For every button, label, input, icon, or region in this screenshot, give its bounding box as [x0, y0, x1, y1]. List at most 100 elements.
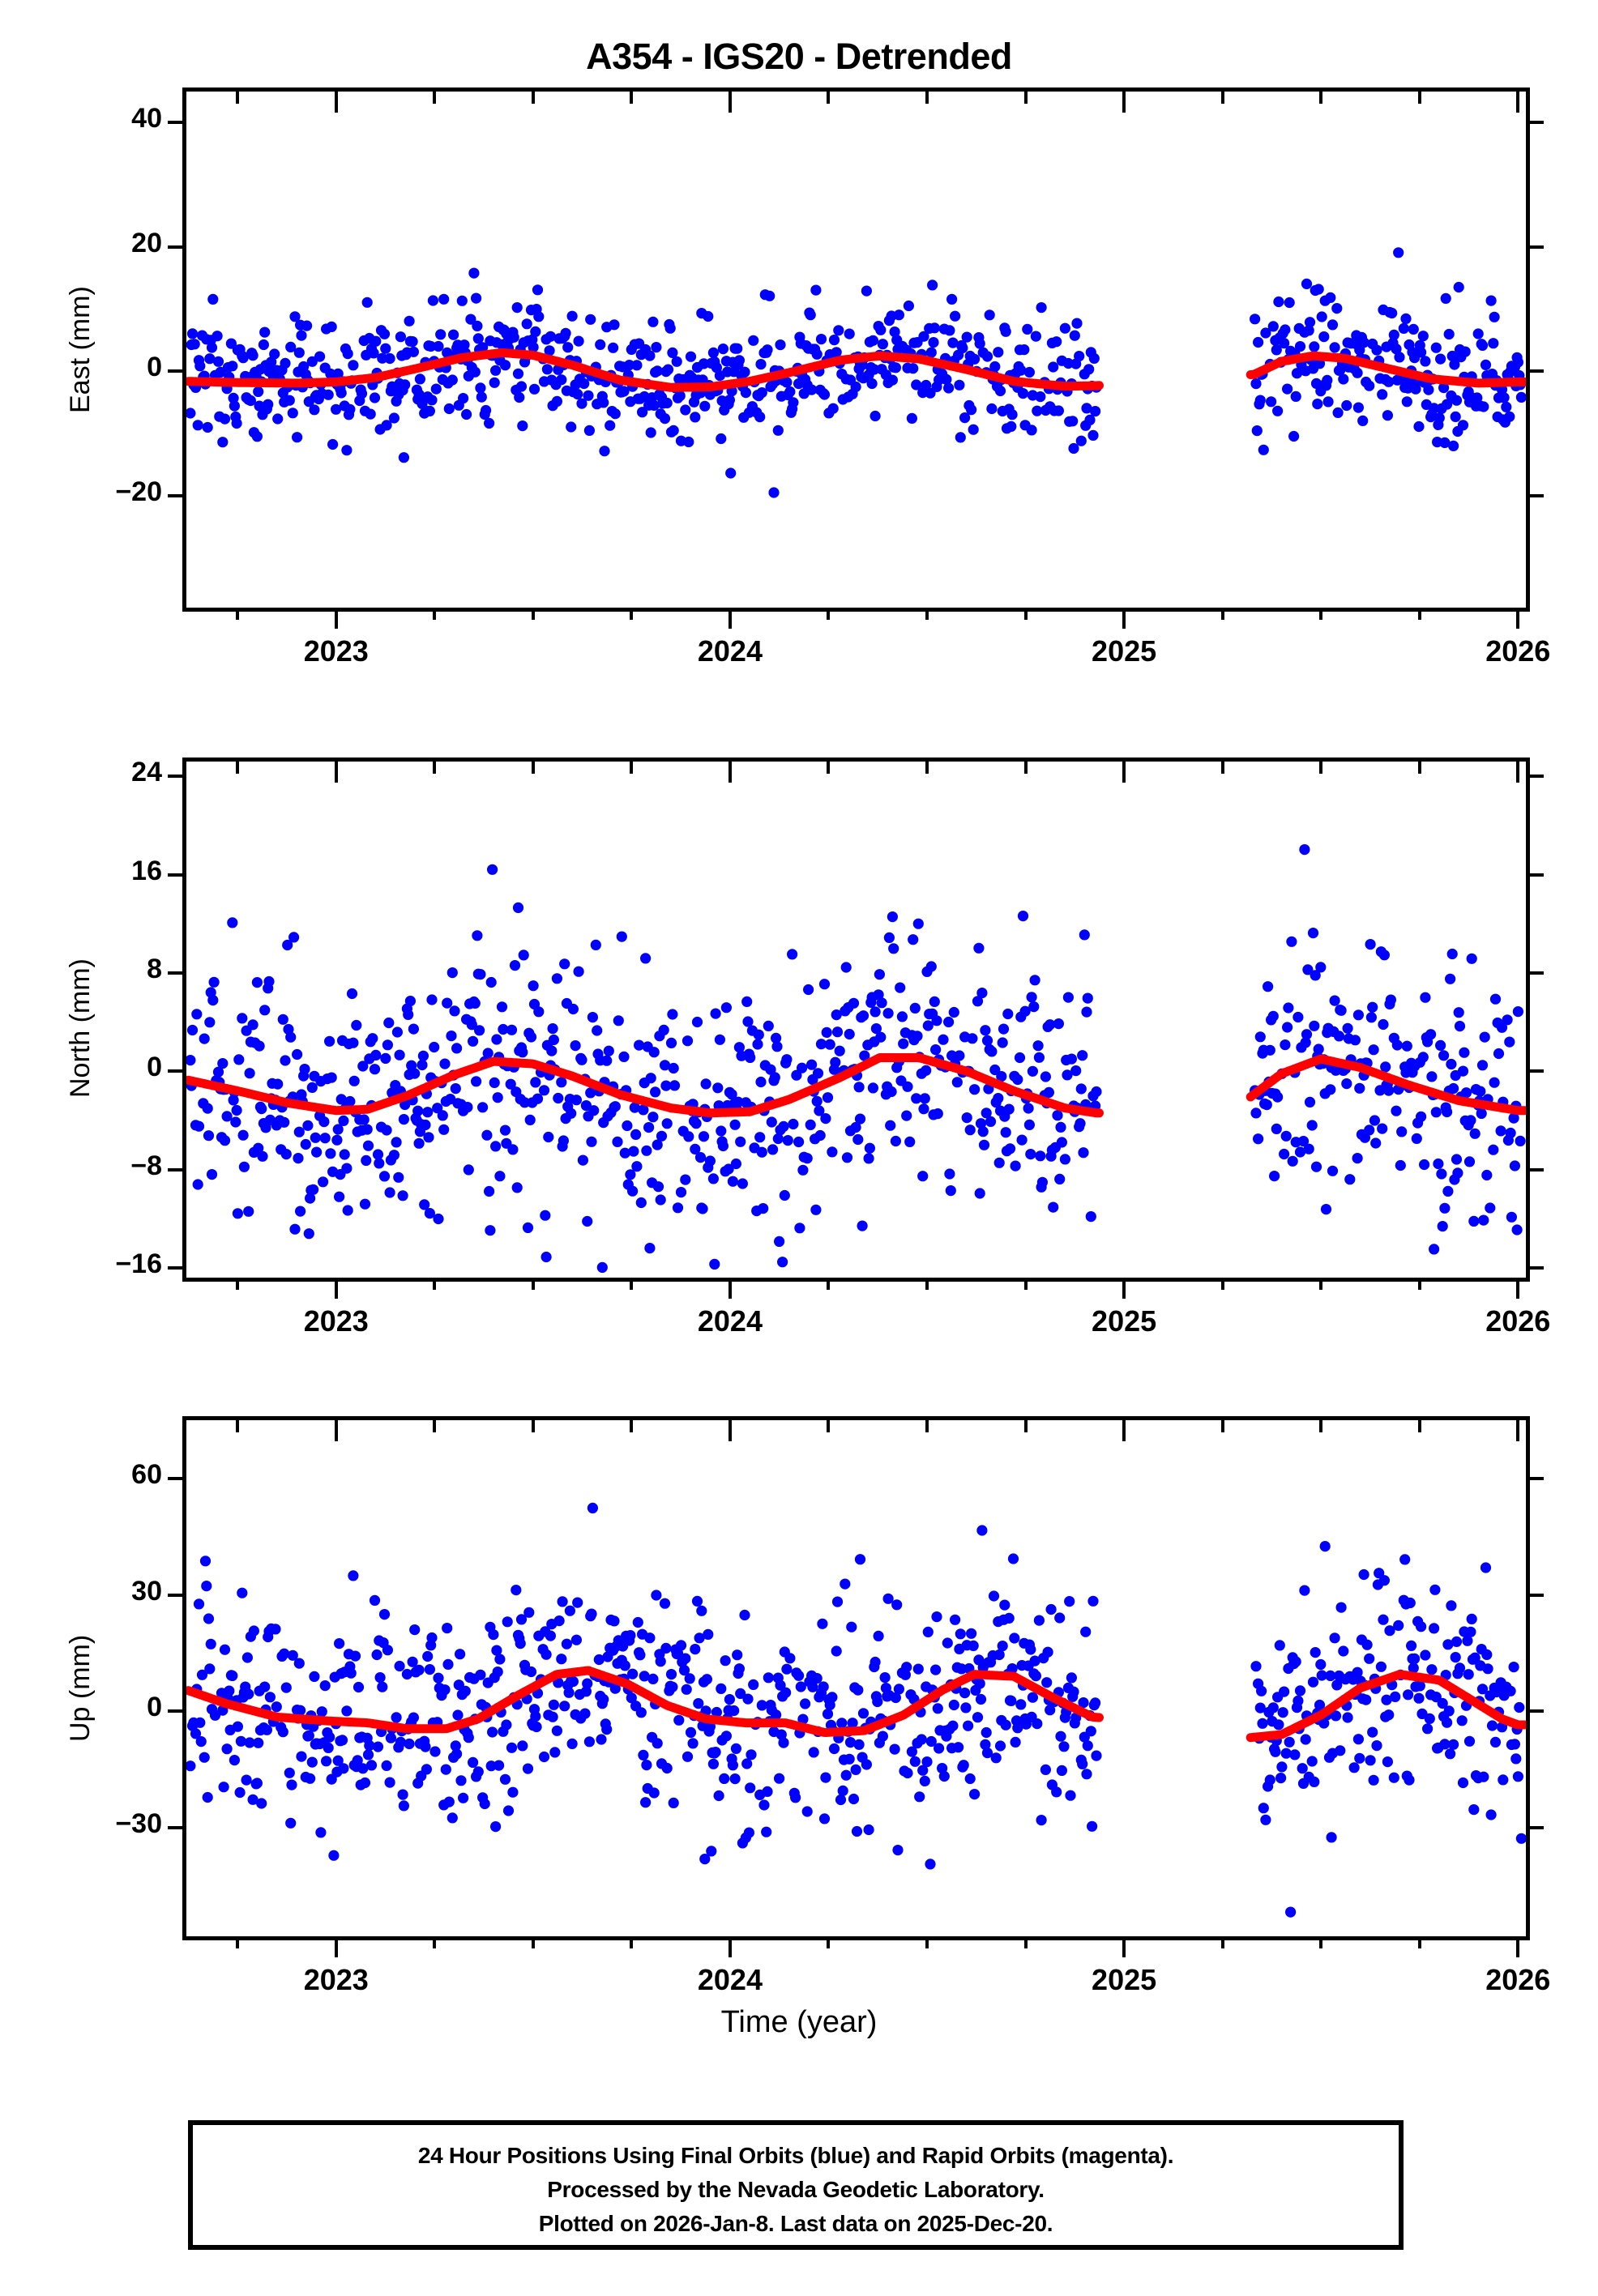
model-curve-east: [186, 348, 1104, 392]
x-tick-label: 2024: [697, 1963, 763, 1996]
x-tick-mark-minor: [531, 1278, 535, 1290]
y-tick-label: 30: [131, 1575, 162, 1607]
x-tick-mark-minor: [433, 762, 437, 774]
x-tick-mark-minor: [433, 1420, 437, 1432]
y-tick-label: 16: [131, 855, 162, 886]
x-tick-mark-minor: [531, 762, 535, 774]
y-tick-label: 40: [131, 103, 162, 134]
y-tick-label: 0: [147, 352, 162, 383]
y-tick-mark: [1526, 775, 1544, 779]
y-tick-mark: [168, 245, 186, 249]
x-tick-mark-minor: [433, 608, 437, 620]
x-tick-label: 2023: [303, 1304, 369, 1338]
page-title: A354 - IGS20 - Detrended: [586, 36, 1012, 77]
y-tick-mark: [1526, 1825, 1544, 1829]
y-tick-mark: [168, 1709, 186, 1713]
y-tick-mark: [1526, 493, 1544, 497]
x-tick-mark-minor: [531, 608, 535, 620]
x-tick-mark-major: [728, 608, 732, 629]
y-tick-label: 24: [131, 757, 162, 788]
plot-area-east: [186, 92, 1526, 608]
x-tick-mark-minor: [1319, 762, 1323, 774]
x-tick-mark-minor: [1319, 92, 1323, 104]
y-axis-title-east: East (mm): [65, 286, 96, 413]
y-tick-label: −16: [115, 1248, 162, 1279]
y-tick-mark: [168, 121, 186, 125]
plot-area-up: [186, 1420, 1526, 1936]
x-tick-mark-major: [1516, 92, 1520, 113]
x-tick-mark-major: [728, 1420, 732, 1441]
y-tick-mark: [168, 1593, 186, 1597]
x-tick-mark-minor: [925, 1936, 929, 1948]
footer-caption-box: 24 Hour Positions Using Final Orbits (bl…: [188, 2120, 1404, 2250]
x-tick-mark-minor: [433, 1936, 437, 1948]
y-tick-mark: [1526, 121, 1544, 125]
x-tick-mark-minor: [630, 608, 634, 620]
x-tick-mark-major: [334, 762, 338, 783]
x-tick-mark-minor: [1220, 1936, 1224, 1948]
x-tick-mark-minor: [827, 92, 831, 104]
x-tick-mark-minor: [1023, 608, 1028, 620]
y-axis-title-up: Up (mm): [65, 1634, 96, 1742]
x-tick-mark-minor: [433, 1278, 437, 1290]
x-tick-mark-minor: [1417, 92, 1421, 104]
x-tick-mark-minor: [630, 1936, 634, 1948]
x-tick-label: 2025: [1092, 1963, 1157, 1996]
x-tick-mark-major: [1122, 762, 1126, 783]
x-tick-mark-minor: [236, 92, 240, 104]
x-tick-mark-minor: [1319, 1278, 1323, 1290]
footer-line-2: Processed by the Nevada Geodetic Laborat…: [547, 2177, 1045, 2202]
x-tick-mark-major: [334, 1936, 338, 1957]
x-tick-mark-minor: [827, 1278, 831, 1290]
y-tick-label: 20: [131, 227, 162, 258]
x-tick-mark-minor: [1023, 1936, 1028, 1948]
x-tick-mark-major: [1122, 608, 1126, 629]
x-tick-mark-minor: [1319, 1936, 1323, 1948]
x-tick-mark-minor: [1220, 762, 1224, 774]
x-tick-mark-major: [1516, 1936, 1520, 1957]
footer-line-1: 24 Hour Positions Using Final Orbits (bl…: [417, 2143, 1174, 2168]
x-tick-mark-minor: [1417, 762, 1421, 774]
x-tick-mark-minor: [1319, 608, 1323, 620]
y-tick-mark: [168, 1476, 186, 1480]
y-tick-mark: [1526, 971, 1544, 975]
x-tick-mark-minor: [630, 1420, 634, 1432]
x-tick-mark-major: [334, 1278, 338, 1299]
x-tick-mark-minor: [1023, 1420, 1028, 1432]
x-tick-mark-major: [728, 762, 732, 783]
y-tick-mark: [1526, 1709, 1544, 1713]
x-tick-mark-minor: [1023, 1278, 1028, 1290]
x-tick-label: 2025: [1092, 1304, 1157, 1338]
x-tick-mark-major: [1122, 1936, 1126, 1957]
y-tick-mark: [168, 775, 186, 779]
x-tick-mark-minor: [236, 1278, 240, 1290]
x-tick-mark-minor: [1220, 608, 1224, 620]
y-tick-mark: [1526, 1265, 1544, 1270]
x-tick-mark-minor: [433, 92, 437, 104]
y-tick-label: −20: [115, 476, 162, 507]
x-tick-mark-major: [728, 92, 732, 113]
x-tick-mark-minor: [827, 1420, 831, 1432]
y-tick-label: 8: [147, 953, 162, 984]
x-tick-mark-minor: [925, 608, 929, 620]
model-curve-up: [1246, 1670, 1526, 1743]
model-curve-east: [1246, 351, 1526, 388]
model-curve-north: [1246, 1054, 1526, 1116]
y-tick-mark: [1526, 245, 1544, 249]
model-curve-north: [186, 1052, 1104, 1118]
y-tick-mark: [168, 1069, 186, 1073]
x-tick-mark-minor: [236, 1936, 240, 1948]
x-tick-mark-major: [1122, 92, 1126, 113]
x-tick-mark-major: [1122, 1278, 1126, 1299]
x-tick-label: 2024: [697, 634, 763, 668]
x-tick-mark-minor: [531, 92, 535, 104]
x-tick-mark-major: [728, 1936, 732, 1957]
y-tick-mark: [1526, 1069, 1544, 1073]
x-tick-mark-minor: [236, 608, 240, 620]
x-tick-mark-minor: [236, 762, 240, 774]
x-tick-mark-minor: [531, 1936, 535, 1948]
footer-line-3: Plotted on 2026-Jan-8. Last data on 2025…: [538, 2211, 1053, 2236]
plot-area-north: [186, 762, 1526, 1278]
y-tick-mark: [1526, 1167, 1544, 1171]
